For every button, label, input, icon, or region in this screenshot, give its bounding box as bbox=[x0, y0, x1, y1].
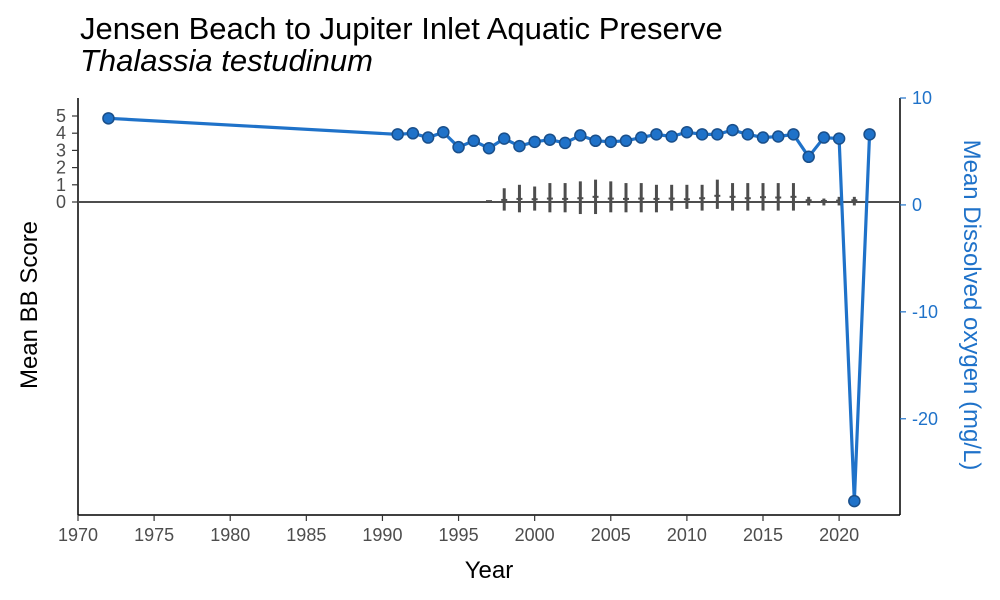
y-right-tick-label: -20 bbox=[912, 409, 938, 429]
x-tick-label: 2000 bbox=[515, 525, 555, 545]
x-tick-label: 2015 bbox=[743, 525, 783, 545]
data-point bbox=[817, 131, 831, 144]
data-point bbox=[482, 142, 496, 155]
data-point bbox=[437, 125, 450, 139]
data-point bbox=[497, 132, 511, 145]
data-point bbox=[741, 128, 755, 141]
series-line bbox=[108, 116, 872, 503]
x-tick-label: 2005 bbox=[591, 525, 631, 545]
series-layer bbox=[102, 112, 876, 508]
y-left-tick-label: 2 bbox=[56, 158, 66, 178]
data-point bbox=[711, 128, 724, 141]
y-right-tick-label: -10 bbox=[912, 302, 938, 322]
data-point bbox=[421, 131, 435, 144]
data-point bbox=[787, 128, 800, 141]
data-point bbox=[634, 131, 648, 144]
data-point bbox=[406, 127, 420, 140]
data-point bbox=[543, 133, 557, 146]
x-axis-title: Year bbox=[465, 557, 514, 584]
data-point bbox=[589, 134, 602, 148]
y-left-tick-label: 0 bbox=[56, 192, 66, 212]
data-point bbox=[726, 123, 739, 137]
x-tick-label: 1985 bbox=[286, 525, 326, 545]
data-point bbox=[756, 131, 770, 144]
data-point bbox=[848, 494, 861, 508]
data-point bbox=[604, 135, 618, 149]
data-point bbox=[467, 134, 481, 148]
y-axis-left-title: Mean BB Score bbox=[16, 221, 43, 389]
x-tick-label: 1975 bbox=[134, 525, 174, 545]
x-tick-label: 2010 bbox=[667, 525, 707, 545]
data-point bbox=[665, 130, 678, 143]
data-point bbox=[619, 134, 633, 148]
data-point bbox=[863, 128, 876, 141]
y-left-tick-label: 3 bbox=[56, 140, 66, 160]
data-point bbox=[695, 128, 709, 141]
chart-subtitle: Thalassia testudinum bbox=[80, 43, 373, 78]
x-tick-label: 1990 bbox=[362, 525, 402, 545]
data-point bbox=[391, 128, 404, 141]
axes-group: 1970 1975 1980 1985 1990 1995 2000 2005 2010 2015… bbox=[56, 88, 938, 545]
x-tick-label: 1995 bbox=[439, 525, 479, 545]
data-point bbox=[528, 135, 541, 149]
y-left-tick-label: 5 bbox=[56, 106, 66, 126]
x-tick-label: 2020 bbox=[819, 525, 859, 545]
y-right-tick-label: 0 bbox=[912, 195, 922, 215]
data-point bbox=[771, 130, 785, 143]
data-point bbox=[802, 150, 815, 164]
data-point bbox=[558, 136, 572, 150]
y-axis-right-title: Mean Dissolved oxygen (mg/L) bbox=[958, 140, 985, 471]
data-point bbox=[513, 139, 526, 153]
data-point bbox=[102, 112, 115, 125]
data-point bbox=[574, 129, 587, 142]
data-point bbox=[832, 132, 846, 145]
data-point bbox=[680, 125, 694, 139]
x-tick-label: 1980 bbox=[210, 525, 250, 545]
bb-score-layer bbox=[486, 179, 858, 215]
x-tick-label: 1970 bbox=[58, 525, 98, 545]
chart-title: Jensen Beach to Jupiter Inlet Aquatic Pr… bbox=[80, 11, 723, 46]
y-right-tick-label: 10 bbox=[912, 88, 932, 108]
y-left-tick-label: 4 bbox=[56, 123, 66, 143]
data-point bbox=[452, 140, 465, 154]
data-point bbox=[650, 128, 663, 141]
y-left-tick-label: 1 bbox=[56, 175, 66, 195]
